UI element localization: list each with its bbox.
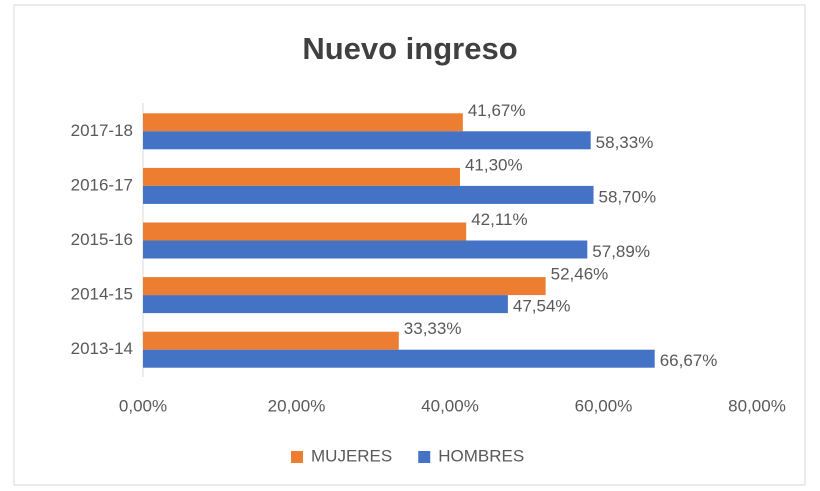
data-label: 47,54% — [513, 297, 571, 316]
y-tick-label: 2016-17 — [71, 175, 133, 194]
data-label: 52,46% — [551, 265, 609, 284]
y-tick-label: 2014-15 — [71, 285, 133, 304]
data-label: 58,70% — [599, 187, 657, 206]
y-tick-label: 2017-18 — [71, 121, 133, 140]
bar — [143, 222, 467, 241]
data-label: 33,33% — [404, 319, 462, 338]
x-tick-label: 40,00% — [421, 396, 479, 415]
legend-swatch — [418, 451, 431, 463]
legend-label: HOMBRES — [438, 446, 524, 465]
data-label: 57,89% — [592, 242, 650, 261]
data-label: 58,33% — [596, 133, 654, 152]
data-label: 42,11% — [471, 210, 527, 229]
y-tick-label: 2013-14 — [71, 339, 133, 358]
data-label: 66,67% — [660, 351, 718, 370]
chart-title: Nuevo ingreso — [302, 31, 517, 66]
x-tick-label: 80,00% — [728, 396, 786, 415]
bar — [143, 113, 463, 132]
legend-label: MUJERES — [311, 446, 392, 465]
x-tick-label: 60,00% — [575, 396, 633, 415]
bar — [143, 331, 399, 350]
bar — [143, 185, 594, 204]
data-label: 41,30% — [465, 155, 523, 174]
y-tick-label: 2015-16 — [71, 230, 133, 249]
x-tick-label: 20,00% — [268, 396, 326, 415]
bar — [143, 131, 591, 150]
bar — [143, 295, 508, 314]
data-label: 41,67% — [468, 101, 526, 120]
bar — [143, 167, 460, 186]
legend-swatch — [291, 451, 303, 463]
bar — [143, 349, 655, 368]
bar — [143, 277, 546, 296]
bar — [143, 240, 588, 259]
x-tick-label: 0,00% — [119, 396, 167, 415]
